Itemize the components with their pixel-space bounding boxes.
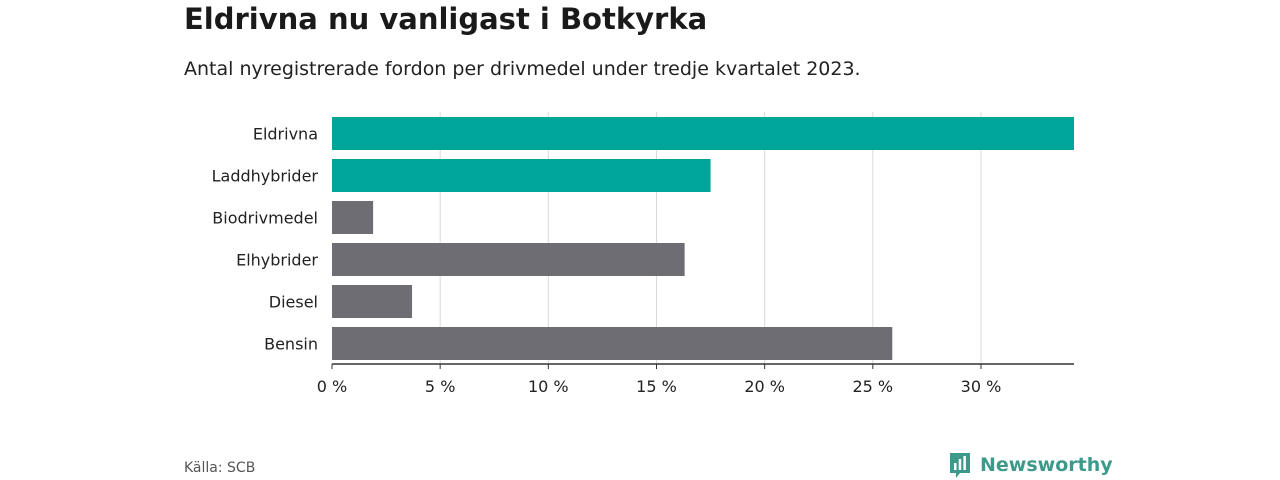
x-tick-label: 25 % (852, 377, 893, 396)
chart-title: Eldrivna nu vanligast i Botkyrka (184, 2, 708, 36)
chart-subtitle: Antal nyregistrerade fordon per drivmede… (184, 58, 861, 80)
category-labels: Eldrivna Laddhybrider Biodrivmedel Elhybrid… (212, 125, 319, 354)
x-tick-label: 20 % (744, 377, 785, 396)
source-note: Källa: SCB (184, 460, 256, 476)
category-label: Biodrivmedel (212, 209, 318, 228)
bar-elhybrider (332, 243, 685, 276)
brand-name: Newsworthy (980, 454, 1113, 476)
x-tick-label: 15 % (636, 377, 677, 396)
bar-diesel (332, 285, 413, 318)
category-label: Elhybrider (236, 251, 318, 270)
x-tick-label: 0 % (317, 377, 347, 396)
grid-lines (439, 112, 982, 364)
x-tick-label: 5 % (425, 377, 455, 396)
bars (332, 117, 1074, 360)
category-label: Laddhybrider (212, 167, 319, 186)
bar-eldrivna (332, 117, 1074, 150)
bar-bensin (332, 327, 893, 360)
category-label: Bensin (264, 335, 318, 354)
bar-laddhybrider (332, 159, 711, 192)
bar-biodrivmedel (332, 201, 374, 234)
category-label: Diesel (269, 293, 318, 312)
newsworthy-logo: Newsworthy (948, 451, 1113, 479)
category-label: Eldrivna (253, 125, 318, 144)
x-tick-label: 30 % (961, 377, 1002, 396)
x-axis: 0 % 5 % 10 % 15 % 20 % 25 % 30 % (317, 363, 1074, 396)
newsworthy-logo-icon (950, 453, 970, 478)
x-tick-label: 10 % (528, 377, 569, 396)
